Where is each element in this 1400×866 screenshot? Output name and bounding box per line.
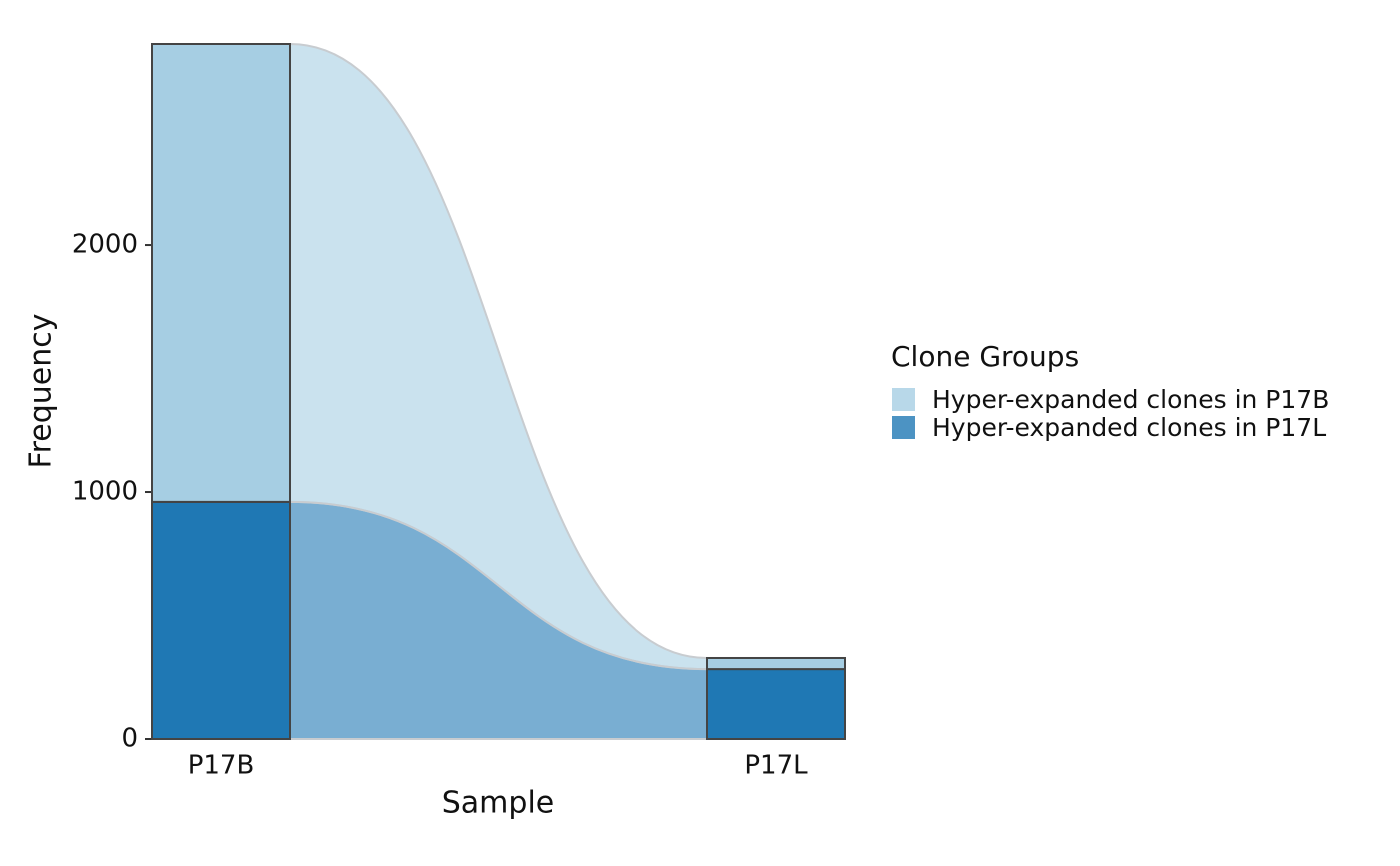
y-tick-label: 1000 (72, 477, 138, 507)
legend-key (892, 416, 915, 439)
y-tick-label: 2000 (72, 230, 138, 260)
bar (151, 500, 291, 740)
legend-key (892, 388, 915, 411)
y-tick-label: 0 (121, 724, 138, 754)
flow (289, 42, 708, 671)
x-axis-title: Sample (442, 786, 555, 821)
bar (151, 43, 291, 503)
x-tick-label: P17L (744, 751, 808, 781)
bar (706, 656, 846, 671)
legend-title: Clone Groups (891, 340, 1079, 373)
x-tick-label: P17B (188, 751, 255, 781)
y-axis-title: Frequency (24, 314, 59, 469)
legend-label: Hyper-expanded clones in P17B (932, 385, 1329, 414)
legend-label: Hyper-expanded clones in P17L (932, 413, 1326, 442)
bar (706, 668, 846, 741)
